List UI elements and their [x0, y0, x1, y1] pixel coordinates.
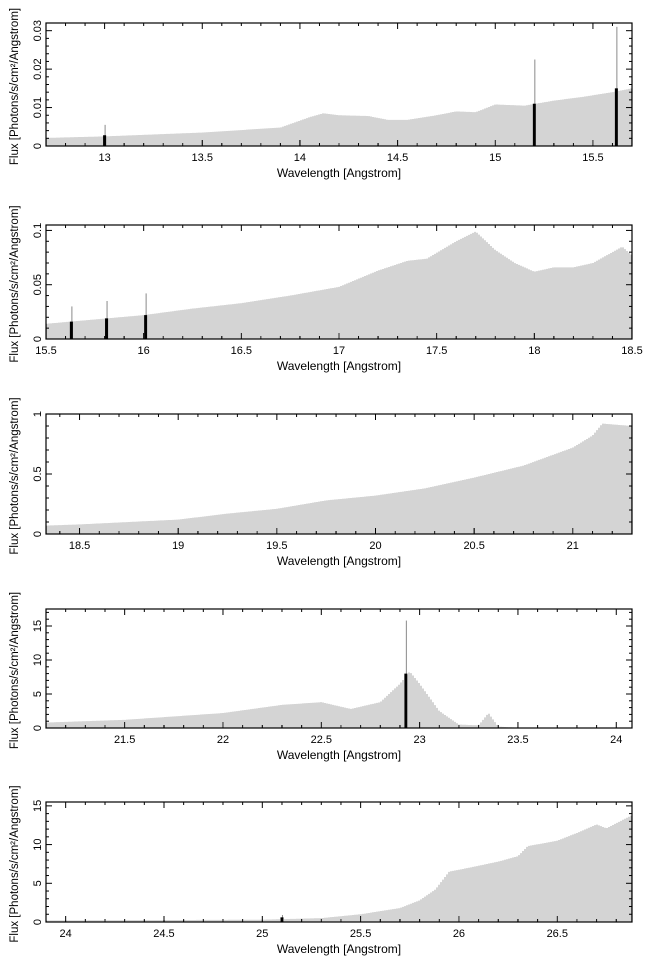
x-tick-label: 21 — [567, 540, 579, 552]
x-tick-label: 25 — [256, 928, 268, 940]
x-tick-label: 13 — [98, 152, 110, 164]
x-tick-label: 17 — [333, 345, 345, 357]
x-tick-label: 24.5 — [153, 928, 174, 940]
line-bar — [69, 321, 73, 339]
x-axis-label: Wavelength [Angstrom] — [277, 554, 401, 568]
y-tick-label: 0 — [32, 143, 44, 149]
x-tick-label: 15.5 — [35, 345, 56, 357]
x-tick-label: 26.5 — [547, 928, 568, 940]
panel-2: 15.5 16 16.5 17 17.5 18 18.5 0 0.05 0.1 Wavelength… — [9, 205, 643, 373]
line-bar — [105, 318, 109, 339]
y-axis-label: Flux [Photons/s/cm²/Angstrom] — [9, 397, 21, 554]
x-tick-label: 14.5 — [387, 152, 408, 164]
x-tick-label: 23 — [413, 734, 425, 746]
y-tick-label: 15 — [32, 620, 44, 632]
x-tick-label: 16 — [138, 345, 150, 357]
y-tick-label: 0.5 — [32, 466, 44, 481]
panel-5: 24 24.5 25 25.5 26 26.5 0 5 10 15 Wavelength [Angs… — [9, 785, 633, 956]
x-tick-label: 15.5 — [582, 152, 603, 164]
y-tick-label: 0 — [32, 725, 44, 731]
x-tick-label: 23.5 — [507, 734, 528, 746]
y-tick-label: 0.1 — [32, 223, 44, 238]
x-tick-label: 16.5 — [231, 345, 252, 357]
x-tick-label: 20.5 — [463, 540, 484, 552]
x-tick-label: 22.5 — [311, 734, 332, 746]
x-axis-label: Wavelength [Angstrom] — [277, 748, 401, 762]
line-bar — [144, 315, 148, 339]
x-axis-label: Wavelength [Angstrom] — [277, 166, 401, 180]
y-tick-label: 15 — [32, 800, 44, 812]
y-tick-label: 0 — [32, 336, 44, 342]
x-tick-label: 18 — [528, 345, 540, 357]
y-axis-label: Flux [Photons/s/cm²/Angstrom] — [9, 785, 21, 942]
x-tick-label: 17.5 — [426, 345, 447, 357]
y-axis-label: Flux [Photons/s/cm²/Angstrom] — [9, 592, 21, 749]
x-tick-label: 22 — [217, 734, 229, 746]
x-tick-label: 13.5 — [192, 152, 213, 164]
x-tick-label: 25.5 — [350, 928, 371, 940]
x-tick-label: 24 — [60, 928, 72, 940]
x-tick-label: 15 — [489, 152, 501, 164]
line-bar — [614, 88, 618, 146]
line-bar — [404, 673, 408, 728]
y-tick-label: 10 — [32, 654, 44, 666]
y-tick-label: 5 — [32, 691, 44, 697]
line-bar — [532, 103, 536, 146]
x-axis-label: Wavelength [Angstrom] — [277, 942, 401, 956]
line-series — [69, 293, 148, 339]
y-tick-label: 0.05 — [32, 274, 44, 295]
y-tick-label: 5 — [32, 880, 44, 886]
line-series — [404, 620, 408, 728]
x-tick-label: 20 — [369, 540, 381, 552]
x-tick-label: 18.5 — [621, 345, 642, 357]
x-tick-label: 26 — [453, 928, 465, 940]
y-tick-label: 10 — [32, 838, 44, 850]
y-tick-label: 0.02 — [32, 58, 44, 79]
x-tick-label: 14 — [294, 152, 306, 164]
y-tick-label: 0 — [32, 531, 44, 537]
continuum-series — [46, 231, 632, 339]
y-tick-label: 0.01 — [32, 97, 44, 118]
y-axis-label: Flux [Photons/s/cm²/Angstrom] — [9, 8, 21, 165]
continuum-series — [46, 815, 632, 922]
x-tick-label: 21.5 — [114, 734, 135, 746]
y-axis-label: Flux [Photons/s/cm²/Angstrom] — [9, 205, 21, 362]
continuum-series — [46, 88, 632, 146]
y-tick-label: 0 — [32, 919, 44, 925]
y-tick-label: 0.03 — [32, 20, 44, 41]
panel-4: 21.5 22 22.5 23 23.5 24 0 5 10 15 Wavelength [Angs… — [9, 592, 633, 762]
panel-1: 13 13.5 14 14.5 15 15.5 0 0.01 0.02 0.03 Wavelengt… — [9, 8, 633, 180]
continuum-series — [46, 672, 632, 728]
plot-frame — [45, 608, 633, 729]
panel-3: 18.5 19 19.5 20 20.5 21 0 0.5 1 Wavelength [Angst… — [9, 397, 633, 568]
y-tick-label: 1 — [32, 411, 44, 417]
x-tick-label: 19.5 — [266, 540, 287, 552]
x-tick-label: 19 — [172, 540, 184, 552]
x-tick-label: 18.5 — [69, 540, 90, 552]
x-axis-label: Wavelength [Angstrom] — [277, 359, 401, 373]
x-tick-label: 24 — [610, 734, 622, 746]
plot-frame — [45, 801, 633, 923]
continuum-series — [46, 423, 632, 534]
